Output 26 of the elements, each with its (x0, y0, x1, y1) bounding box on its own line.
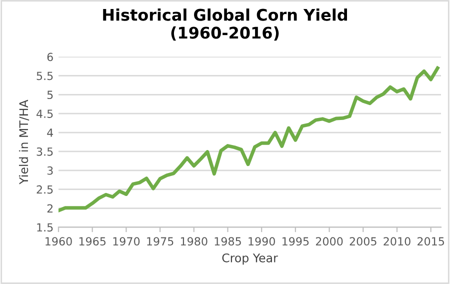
y-tick-label: 2.5 (36, 185, 53, 194)
x-tick-label: 2005 (350, 237, 376, 246)
chart-title: Historical Global Corn Yield (1960-2016) (103, 8, 347, 41)
y-tick-label: 6 (47, 52, 53, 62)
x-tick-label: 1975 (147, 237, 174, 246)
x-tick-label: 1965 (79, 237, 106, 246)
y-tick-label: 5 (47, 90, 53, 100)
y-tick-label: 3.5 (36, 147, 53, 156)
x-tick-label: 1985 (214, 237, 241, 246)
y-tick-label: 1.5 (37, 223, 53, 232)
x-tick-label: 1980 (180, 237, 208, 246)
x-tick-label: 1970 (113, 237, 140, 246)
y-tick-label: 4.5 (36, 110, 53, 118)
x-axis-title: Crop Year (222, 253, 278, 265)
x-tick-label: 1960 (46, 237, 72, 246)
x-tick-label: 1995 (282, 237, 309, 246)
x-tick-label: 2015 (418, 237, 444, 246)
y-tick-label: 2 (47, 204, 53, 212)
line-series (58, 66, 440, 212)
y-tick-label: 5.5 (36, 72, 53, 80)
y-axis-title: Yield in MT/HA (18, 100, 30, 184)
x-tick-label: 1990 (248, 237, 275, 246)
x-tick-label: 2000 (316, 237, 343, 246)
y-tick-label: 3 (47, 166, 53, 175)
y-tick-label: 4 (47, 128, 54, 137)
x-tick-label: 2010 (384, 237, 410, 246)
